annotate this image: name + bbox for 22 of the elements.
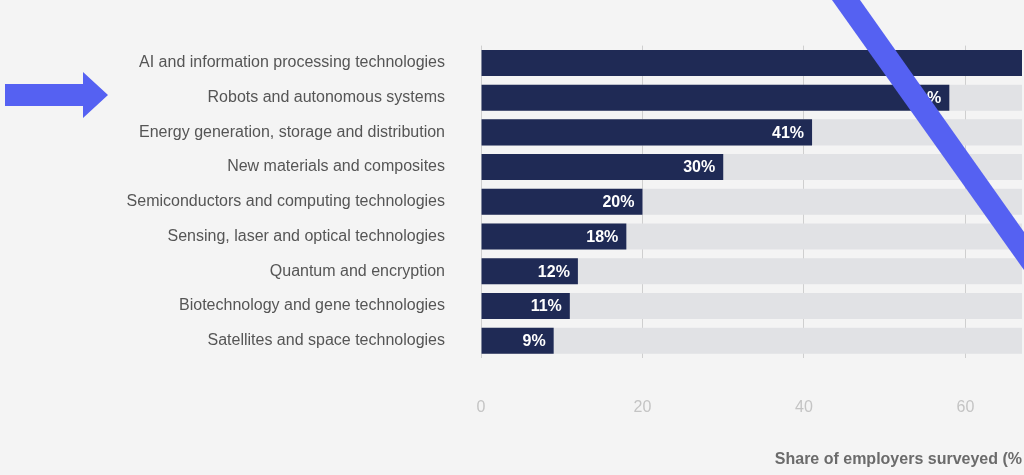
y-tick-label: Quantum and encryption — [269, 261, 445, 279]
y-tick-label: Sensing, laser and optical technologies — [167, 226, 445, 244]
y-tick-label: Biotechnology and gene technologies — [179, 296, 445, 314]
y-tick-label: Semiconductors and computing technologies — [126, 192, 445, 210]
data-label: 18% — [586, 227, 619, 245]
data-label: 12% — [537, 262, 570, 280]
bar — [481, 223, 627, 250]
bar — [481, 188, 643, 215]
data-label: 20% — [602, 193, 635, 211]
bar — [481, 258, 578, 285]
data-label: 41% — [772, 123, 805, 141]
x-axis-title: Share of employers surveyed (% — [774, 449, 1022, 467]
data-label: 11% — [530, 297, 562, 315]
y-tick-label: New materials and composites — [227, 157, 445, 175]
y-tick-label: Robots and autonomous systems — [207, 88, 445, 106]
bar — [481, 292, 570, 319]
y-tick-label: AI and information processing technologies — [139, 53, 445, 71]
data-label: 9% — [522, 332, 546, 350]
data-label: 30% — [683, 158, 716, 176]
y-tick-label: Energy generation, storage and distribution — [139, 122, 445, 140]
y-tick-label: Satellites and space technologies — [207, 331, 445, 349]
data-label: % — [927, 89, 942, 107]
